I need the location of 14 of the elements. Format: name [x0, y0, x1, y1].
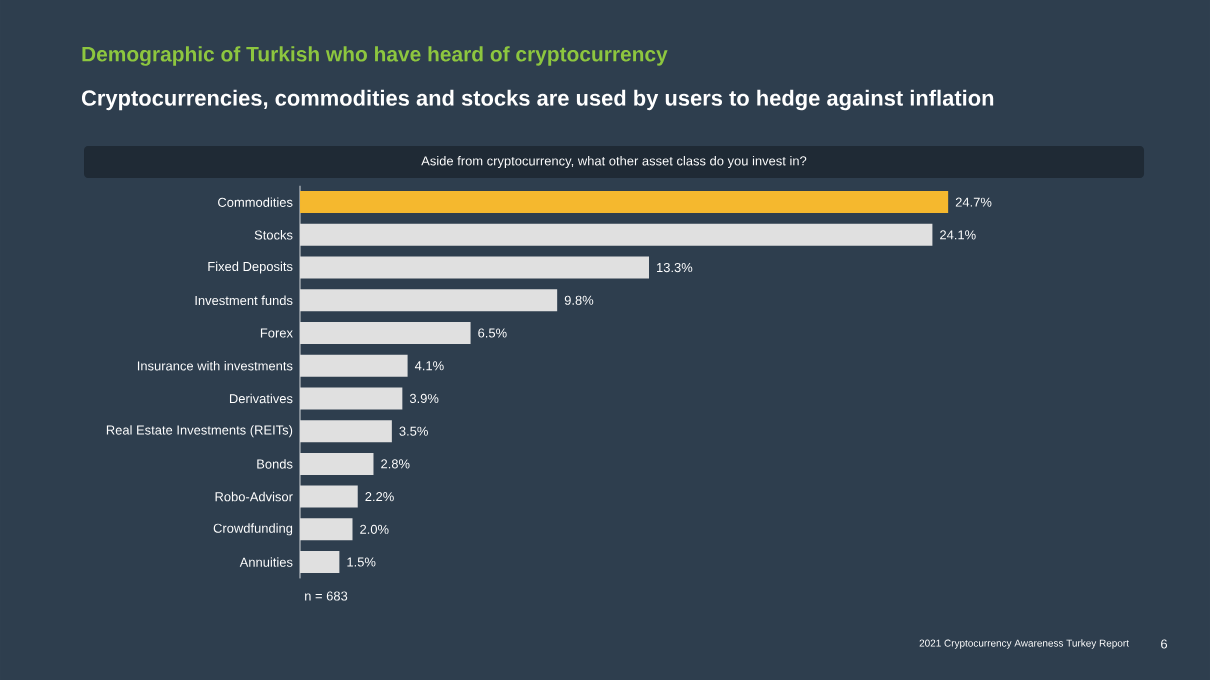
bar [300, 289, 558, 312]
bar [300, 191, 949, 214]
bar [300, 518, 353, 541]
bar [300, 551, 340, 574]
bar [300, 223, 933, 246]
bar [300, 485, 358, 508]
chart-subtitle: Cryptocurrencies, commodities and stocks are used by users to hedge against inflation [81, 89, 994, 111]
chart-title: Demographic of Turkish who have heard of cryptocurrency [82, 46, 668, 66]
bar [300, 354, 408, 377]
bar [300, 322, 471, 344]
bar [300, 452, 374, 475]
bar [300, 420, 392, 443]
bar [300, 387, 403, 410]
bar [300, 256, 650, 279]
